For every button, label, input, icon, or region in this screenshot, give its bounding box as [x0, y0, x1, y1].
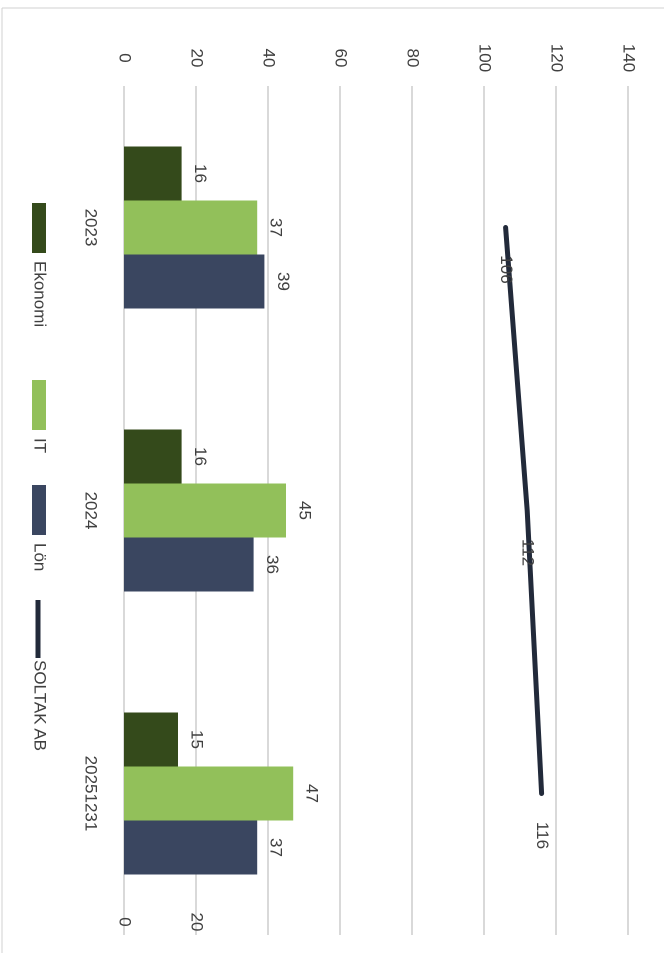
legend-swatch [32, 485, 46, 535]
data-label: 16 [191, 447, 210, 466]
bar [124, 483, 286, 538]
y-tick-label: 140 [620, 44, 639, 72]
legend-label: Lön [31, 543, 50, 571]
y-tick-label: 0 [116, 53, 135, 62]
y-tick-label: 40 [260, 49, 279, 68]
y-tick-label: 120 [548, 44, 567, 72]
x-tick-label: 2024 [82, 492, 101, 530]
legend-swatch [32, 380, 46, 430]
data-label: 45 [296, 501, 315, 520]
x-tick-label: 2023 [82, 209, 101, 247]
data-label: 36 [263, 555, 282, 574]
data-label: 39 [274, 272, 293, 291]
bar [124, 537, 254, 592]
line [503, 225, 545, 796]
y-tick-label: 80 [404, 49, 423, 68]
legend-label: SOLTAK AB [31, 660, 50, 751]
data-label: 47 [303, 784, 322, 803]
y-tick-label: 20 [188, 49, 207, 68]
y-tick-label: 60 [332, 49, 351, 68]
data-label: 15 [188, 730, 207, 749]
legend-label: Ekonomi [31, 261, 50, 327]
bar [124, 146, 182, 201]
data-label: 37 [267, 838, 286, 857]
bar [124, 200, 258, 255]
bar [124, 254, 265, 309]
data-label: 112 [519, 539, 538, 566]
y-tick-label: 0 [116, 917, 135, 926]
bar [124, 820, 258, 875]
data-label: 37 [267, 218, 286, 237]
x-tick-label: 20251231 [82, 756, 101, 832]
y-tick-label: 100 [476, 44, 495, 72]
legend-label: IT [31, 438, 50, 453]
data-label: 116 [533, 822, 552, 849]
data-label: 16 [191, 164, 210, 183]
bar [124, 429, 182, 484]
bar [124, 766, 294, 821]
data-label: 106 [497, 255, 516, 283]
y-tick-label: 20 [188, 913, 207, 932]
legend-swatch [32, 203, 46, 253]
bar [124, 712, 178, 767]
